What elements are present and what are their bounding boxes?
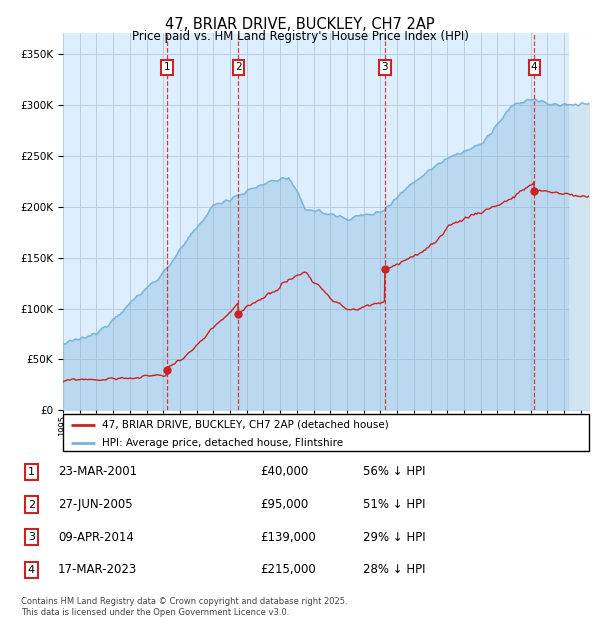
Text: Price paid vs. HM Land Registry's House Price Index (HPI): Price paid vs. HM Land Registry's House … <box>131 30 469 43</box>
Text: 29% ↓ HPI: 29% ↓ HPI <box>363 531 425 544</box>
Text: 09-APR-2014: 09-APR-2014 <box>58 531 134 544</box>
Bar <box>63 33 569 410</box>
Text: 28% ↓ HPI: 28% ↓ HPI <box>363 563 425 576</box>
Text: £40,000: £40,000 <box>260 466 308 479</box>
Text: £215,000: £215,000 <box>260 563 316 576</box>
Text: 17-MAR-2023: 17-MAR-2023 <box>58 563 137 576</box>
Text: 3: 3 <box>382 63 388 73</box>
Text: 51% ↓ HPI: 51% ↓ HPI <box>363 498 425 511</box>
Text: 1: 1 <box>164 63 170 73</box>
Text: 27-JUN-2005: 27-JUN-2005 <box>58 498 133 511</box>
Text: 2: 2 <box>235 63 242 73</box>
Text: 1: 1 <box>28 467 35 477</box>
Text: 2: 2 <box>28 500 35 510</box>
Text: £139,000: £139,000 <box>260 531 316 544</box>
Text: 23-MAR-2001: 23-MAR-2001 <box>58 466 137 479</box>
Text: 47, BRIAR DRIVE, BUCKLEY, CH7 2AP (detached house): 47, BRIAR DRIVE, BUCKLEY, CH7 2AP (detac… <box>103 420 389 430</box>
Bar <box>569 33 589 410</box>
Text: 4: 4 <box>531 63 538 73</box>
Text: £95,000: £95,000 <box>260 498 308 511</box>
Text: 47, BRIAR DRIVE, BUCKLEY, CH7 2AP: 47, BRIAR DRIVE, BUCKLEY, CH7 2AP <box>165 17 435 32</box>
Text: Contains HM Land Registry data © Crown copyright and database right 2025.
This d: Contains HM Land Registry data © Crown c… <box>21 598 347 617</box>
Text: HPI: Average price, detached house, Flintshire: HPI: Average price, detached house, Flin… <box>103 438 344 448</box>
Text: 56% ↓ HPI: 56% ↓ HPI <box>363 466 425 479</box>
Text: 3: 3 <box>28 532 35 542</box>
Text: 4: 4 <box>28 565 35 575</box>
